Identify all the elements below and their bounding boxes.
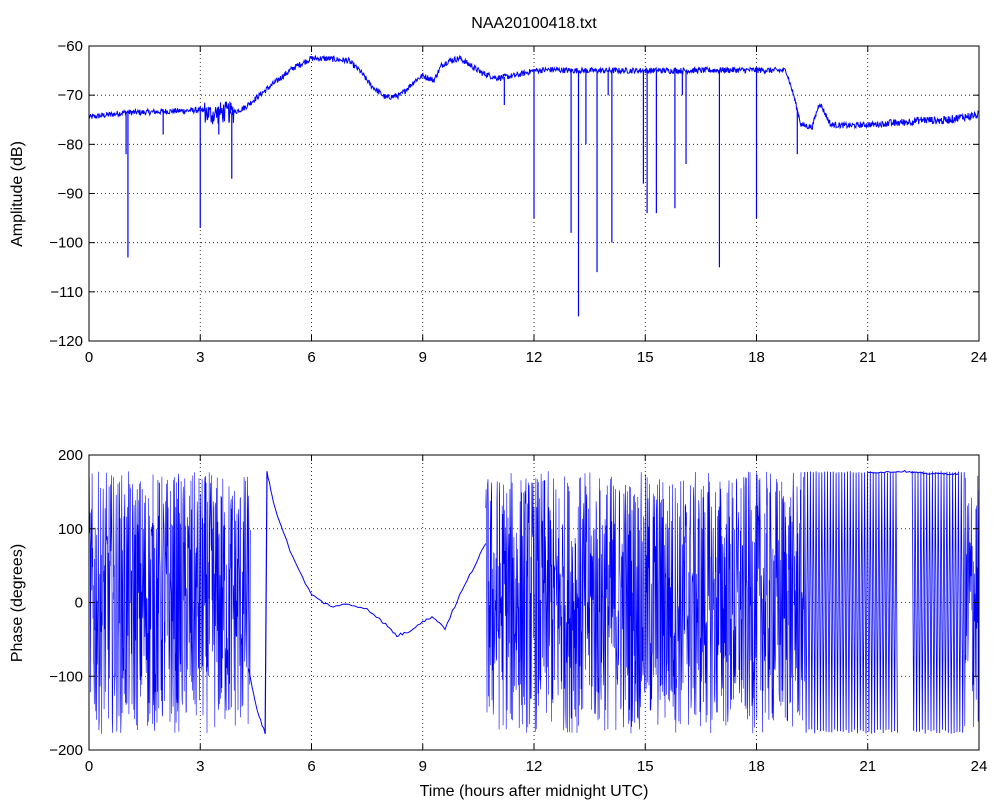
phase-panel: 0 3 6 9 12 15 18 21 24 −200 −100 0 100 200 Phase (de…: [9, 447, 987, 800]
amplitude-trace: [88, 54, 980, 317]
phase-y-tick-label: 100: [58, 521, 83, 538]
phase-x-tick-label: 9: [419, 758, 427, 775]
phase-x-ticks: 0 3 6 9 12 15 18 21 24: [85, 455, 988, 775]
phase-series-line: [248, 668, 266, 734]
phase-x-axis-label: Time (hours after midnight UTC): [420, 783, 649, 800]
phase-trace: [88, 469, 980, 734]
amplitude-y-tick-label: −60: [58, 38, 83, 55]
amplitude-y-ticks: −120 −110 −100 −90 −80 −70 −60: [49, 38, 979, 350]
phase-wrapped-segment: [88, 471, 251, 734]
amplitude-y-tick-label: −110: [50, 284, 83, 301]
amplitude-x-tick-label: 24: [971, 349, 988, 366]
phase-y-tick-label: −200: [49, 742, 83, 759]
amplitude-x-tick-label: 3: [196, 349, 204, 366]
phase-y-axis-label: Phase (degrees): [9, 544, 26, 662]
phase-x-tick-label: 6: [307, 758, 315, 775]
phase-x-tick-label: 0: [85, 758, 93, 775]
phase-x-tick-label: 12: [526, 758, 543, 775]
chart-title: NAA20100418.txt: [471, 15, 597, 32]
phase-y-tick-label: −100: [49, 668, 83, 685]
amplitude-y-tick-label: −90: [58, 186, 83, 203]
phase-flip-segment: [911, 471, 965, 734]
amplitude-x-tick-label: 15: [637, 349, 654, 366]
phase-y-tick-label: 200: [58, 447, 83, 464]
amplitude-y-tick-label: −120: [49, 333, 83, 350]
phase-x-tick-label: 21: [859, 758, 876, 775]
phase-y-ticks: −200 −100 0 100 200: [49, 447, 979, 759]
amplitude-y-axis-label: Amplitude (dB): [9, 141, 26, 247]
phase-wrap-jump: [264, 471, 268, 734]
amplitude-x-tick-label: 18: [748, 349, 765, 366]
amplitude-x-tick-label: 6: [307, 349, 315, 366]
amplitude-y-tick-label: −80: [58, 136, 83, 153]
amplitude-x-tick-label: 0: [85, 349, 93, 366]
amplitude-x-tick-label: 9: [419, 349, 427, 366]
phase-x-tick-label: 3: [196, 758, 204, 775]
phase-x-tick-label: 24: [971, 758, 988, 775]
phase-y-tick-label: 0: [75, 595, 83, 612]
phase-x-tick-label: 18: [748, 758, 765, 775]
phase-plateau-line: [867, 469, 959, 476]
amplitude-panel: 0 3 6 9 12 15 18 21 24 −120−110−100−90−80−70−60 …: [9, 38, 987, 366]
amplitude-y-tick-label: −70: [58, 87, 83, 104]
amplitude-y-tick-label: −100: [49, 235, 83, 252]
phase-flip-segment: [804, 471, 898, 734]
phase-series-line: [266, 471, 487, 638]
amplitude-x-tick-label: 21: [859, 349, 876, 366]
phase-wrapped-segment: [485, 471, 806, 734]
phase-x-tick-label: 15: [637, 758, 654, 775]
phase-wrapped-segment: [963, 475, 980, 728]
amplitude-x-ticks: 0 3 6 9 12 15 18 21 24: [85, 46, 988, 366]
amplitude-x-tick-label: 12: [526, 349, 543, 366]
